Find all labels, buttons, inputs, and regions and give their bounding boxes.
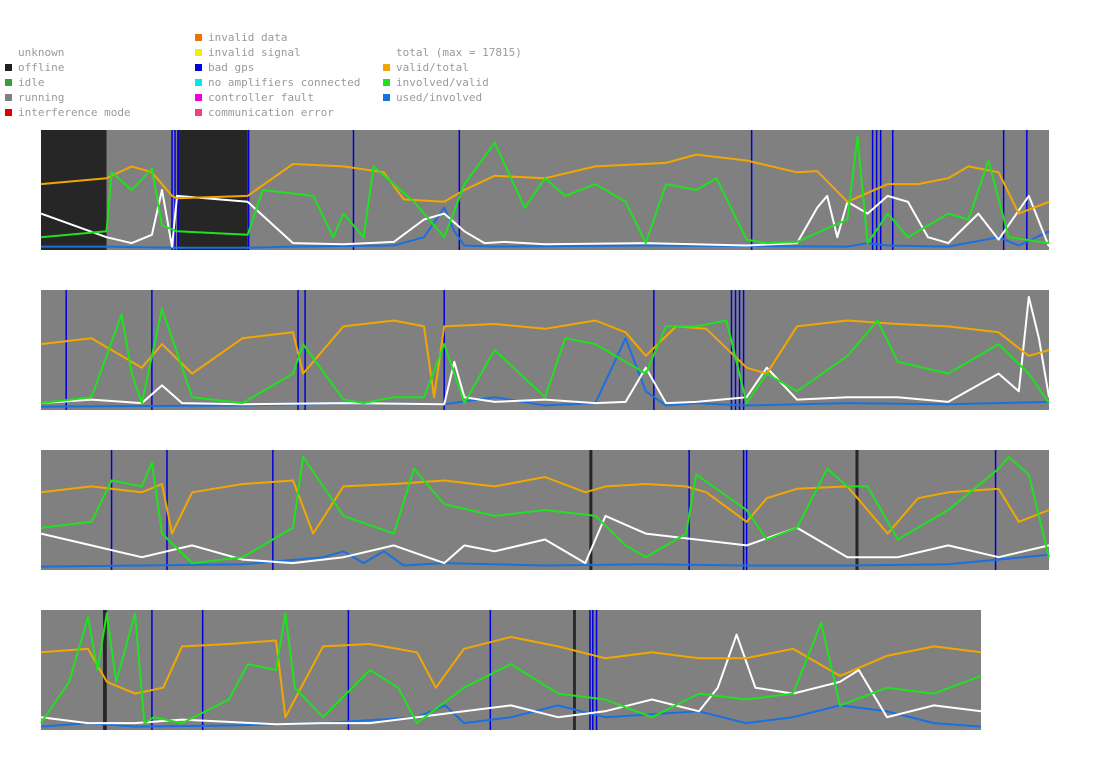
legend-item-idle: idle (5, 75, 131, 90)
legend-swatch-no-amplifiers (195, 79, 202, 86)
chart-panel-1 (40, 130, 1050, 250)
chart-panel-4 (40, 610, 982, 730)
legend-item-unknown: unknown (5, 45, 131, 60)
legend-item-invalid-signal: invalid signal (195, 45, 360, 60)
offline-span (103, 610, 107, 730)
legend-item-used-involved: used/involved (383, 90, 522, 105)
legend-item-valid-total: valid/total (383, 60, 522, 75)
panel-background (41, 610, 981, 730)
legend-swatch-running (5, 94, 12, 101)
legend-swatch-used-involved (383, 94, 390, 101)
involved-valid-line (40, 135, 1050, 245)
used-involved-line (41, 206, 1050, 249)
legend-label: communication error (208, 106, 334, 119)
total-line (40, 295, 1050, 406)
legend-errors: invalid data invalid signal bad gps no a… (195, 30, 360, 120)
total-line (40, 633, 982, 726)
legend-label: no amplifiers connected (208, 76, 361, 89)
legend-swatch-offline (5, 64, 12, 71)
offline-span (573, 610, 576, 730)
legend-label: running (18, 91, 65, 104)
legend-item-interference-mode: interference mode (5, 105, 131, 120)
offline-span (589, 450, 593, 570)
offline-span (41, 130, 107, 250)
legend-label: bad gps (208, 61, 255, 74)
legend-label: used/involved (396, 91, 483, 104)
valid-total-line (40, 636, 982, 719)
legend-label: interference mode (18, 106, 131, 119)
legend-swatch-invalid-data (195, 34, 202, 41)
legend-item-bad-gps: bad gps (195, 60, 360, 75)
legend-label: offline (18, 61, 65, 74)
chart-panel-3 (40, 450, 1050, 570)
legend-label: involved/valid (396, 76, 489, 89)
chart-panel-2 (40, 290, 1050, 410)
legend-swatch-bad-gps (195, 64, 202, 71)
legend-swatch-valid-total (383, 64, 390, 71)
legend-item-no-amplifiers: no amplifiers connected (195, 75, 360, 90)
legend-item-communication-error: communication error (195, 105, 360, 120)
legend-label: invalid data (208, 31, 288, 44)
legend-swatch-involved-valid (383, 79, 390, 86)
legend-label: total (max = 17815) (396, 46, 522, 59)
total-line (40, 514, 1050, 565)
legend-item-running: running (5, 90, 131, 105)
legend-swatch-interference-mode (5, 109, 12, 116)
legend-label: unknown (18, 46, 65, 59)
legend-swatch-invalid-signal (195, 49, 202, 56)
involved-valid-line (40, 307, 1050, 405)
legend-swatch-controller-fault (195, 94, 202, 101)
involved-valid-line (40, 455, 1050, 565)
legend-item-offline: offline (5, 60, 131, 75)
legend-item-controller-fault: controller fault (195, 90, 360, 105)
offline-span (855, 450, 859, 570)
legend-item-total: total (max = 17815) (383, 45, 522, 60)
legend-label: controller fault (208, 91, 314, 104)
legend-label: idle (18, 76, 45, 89)
legend-series: total (max = 17815) valid/total involved… (383, 45, 522, 105)
legend-item-invalid-data: invalid data (195, 30, 360, 45)
panel-background (41, 290, 1049, 410)
legend-swatch-idle (5, 79, 12, 86)
legend-status: unknown offline idle running interferenc… (5, 45, 131, 120)
legend-label: valid/total (396, 61, 469, 74)
offline-span (177, 130, 248, 250)
involved-valid-line (40, 612, 982, 725)
legend-swatch-communication-error (195, 109, 202, 116)
valid-total-line (40, 476, 1050, 535)
legend-label: invalid signal (208, 46, 301, 59)
valid-total-line (40, 319, 1050, 399)
legend-item-involved-valid: involved/valid (383, 75, 522, 90)
